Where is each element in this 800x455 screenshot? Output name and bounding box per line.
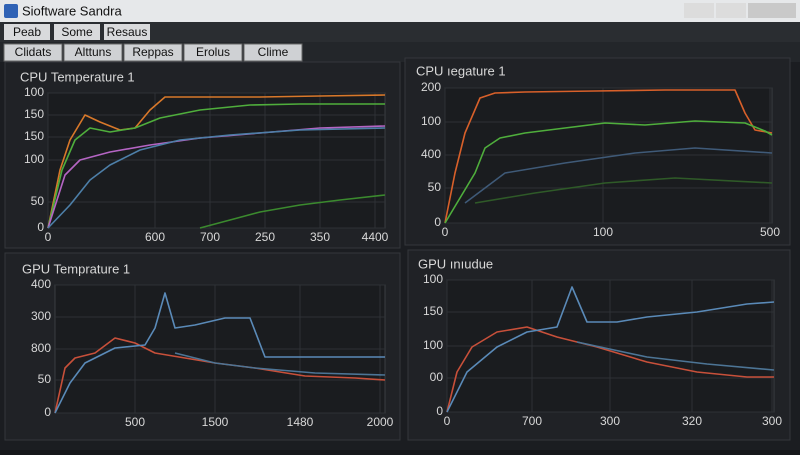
tab[interactable] <box>3 43 63 62</box>
y-tick-label: 100 <box>423 338 443 352</box>
x-tick-label: 300 <box>762 414 782 428</box>
y-tick-label: 100 <box>24 85 44 99</box>
tab-label: Clidats <box>15 45 52 59</box>
y-tick-label: 00 <box>430 370 444 384</box>
x-tick-label: 320 <box>682 414 702 428</box>
menu-label: Some <box>61 25 93 39</box>
menu-bar <box>0 22 800 42</box>
x-tick-label: 2000 <box>367 415 394 429</box>
x-tick-label: 600 <box>145 230 165 244</box>
panel-title: GPU ınıudue <box>418 256 493 271</box>
window-title: Sioftware Sandra <box>22 3 122 18</box>
x-tick-label: 4400 <box>362 230 389 244</box>
series-line <box>54 337 386 414</box>
y-tick-label: 400 <box>421 147 441 161</box>
menu-label: Peab <box>13 25 41 39</box>
tab-label: Reppas <box>132 45 173 59</box>
x-tick-label: 0 <box>444 414 451 428</box>
series-line <box>446 326 774 413</box>
minimize-button[interactable] <box>684 3 714 18</box>
series-line <box>444 89 773 224</box>
x-tick-label: 100 <box>593 225 613 239</box>
series-line <box>474 177 773 204</box>
y-tick-label: 0 <box>436 404 443 418</box>
y-tick-label: 0 <box>44 405 51 419</box>
menu-item[interactable] <box>54 24 100 40</box>
tab-label: Alttuns <box>75 45 112 59</box>
series-line <box>199 194 386 229</box>
y-tick-label: 300 <box>31 309 51 323</box>
tab[interactable] <box>243 43 303 62</box>
panel-title: GPU Temprature 1 <box>22 261 130 276</box>
x-tick-label: 700 <box>200 230 220 244</box>
x-tick-label: 250 <box>255 230 275 244</box>
x-tick-label: 500 <box>760 225 780 239</box>
y-tick-label: 0 <box>37 220 44 234</box>
panel-title: CPU Temperature 1 <box>20 69 135 84</box>
series-line <box>576 341 775 371</box>
x-tick-label: 350 <box>310 230 330 244</box>
y-tick-label: 100 <box>421 114 441 128</box>
y-tick-label: 0 <box>434 215 441 229</box>
app-icon <box>4 4 18 18</box>
x-tick-label: 0 <box>45 230 52 244</box>
maximize-button[interactable] <box>716 3 746 18</box>
series-line <box>444 120 773 224</box>
tab[interactable] <box>63 43 123 62</box>
x-tick-label: 700 <box>522 414 542 428</box>
y-tick-label: 50 <box>31 194 45 208</box>
x-tick-label: 1500 <box>202 415 229 429</box>
y-tick-label: 150 <box>423 304 443 318</box>
y-tick-label: 800 <box>31 341 51 355</box>
x-tick-label: 500 <box>125 415 145 429</box>
close-button[interactable] <box>748 3 796 18</box>
series-line <box>54 292 385 414</box>
y-tick-label: 100 <box>423 272 443 286</box>
tab-label: Clime <box>258 45 289 59</box>
y-tick-label: 400 <box>31 277 51 291</box>
y-tick-label: 50 <box>38 372 52 386</box>
y-tick-label: 200 <box>421 80 441 94</box>
x-tick-label: 1480 <box>287 415 314 429</box>
y-tick-label: 100 <box>24 152 44 166</box>
series-line <box>464 147 773 204</box>
title-bar <box>0 0 800 22</box>
x-tick-label: 300 <box>600 414 620 428</box>
y-tick-label: 150 <box>24 107 44 121</box>
tab-label: Erolus <box>196 45 230 59</box>
tab[interactable] <box>183 43 243 62</box>
menu-item[interactable] <box>4 24 50 40</box>
menu-item[interactable] <box>104 24 150 40</box>
series-line <box>174 352 386 376</box>
x-tick-label: 0 <box>442 225 449 239</box>
panel-title: CPU ıegature 1 <box>416 63 506 78</box>
menu-label: Resaus <box>107 25 148 39</box>
series-line <box>47 103 385 229</box>
y-tick-label: 50 <box>428 180 442 194</box>
series-line <box>47 127 386 229</box>
series-line <box>446 286 775 413</box>
tab[interactable] <box>123 43 183 62</box>
y-tick-label: 150 <box>24 129 44 143</box>
